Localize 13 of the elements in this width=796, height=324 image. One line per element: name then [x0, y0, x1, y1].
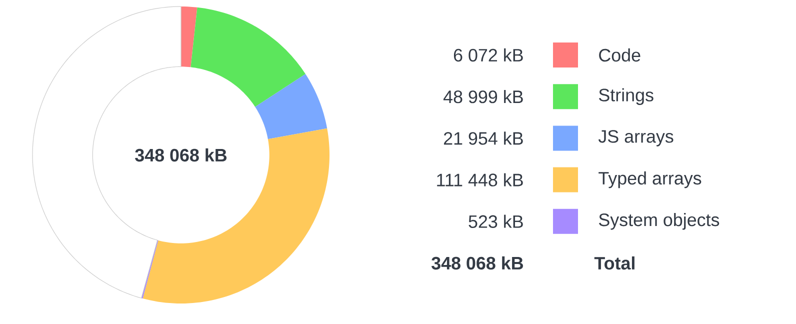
- legend-label: JS arrays: [598, 130, 674, 146]
- legend-label: System objects: [598, 213, 720, 230]
- data-label: 111 448 kB: [437, 173, 523, 186]
- data-label: 6 072 kB: [454, 48, 523, 62]
- data-label: 21 954 kB: [444, 132, 523, 145]
- data-label: 48 999 kB: [443, 90, 523, 104]
- text: 348 068 kB: [432, 256, 523, 270]
- data-label: 523 kB: [468, 214, 523, 228]
- text: 348 068 kB: [135, 148, 227, 162]
- legend-label: Code: [599, 48, 640, 62]
- legend-label: Typed arrays: [598, 171, 702, 188]
- text: Total: [594, 256, 634, 270]
- legend-label: Strings: [598, 88, 654, 105]
